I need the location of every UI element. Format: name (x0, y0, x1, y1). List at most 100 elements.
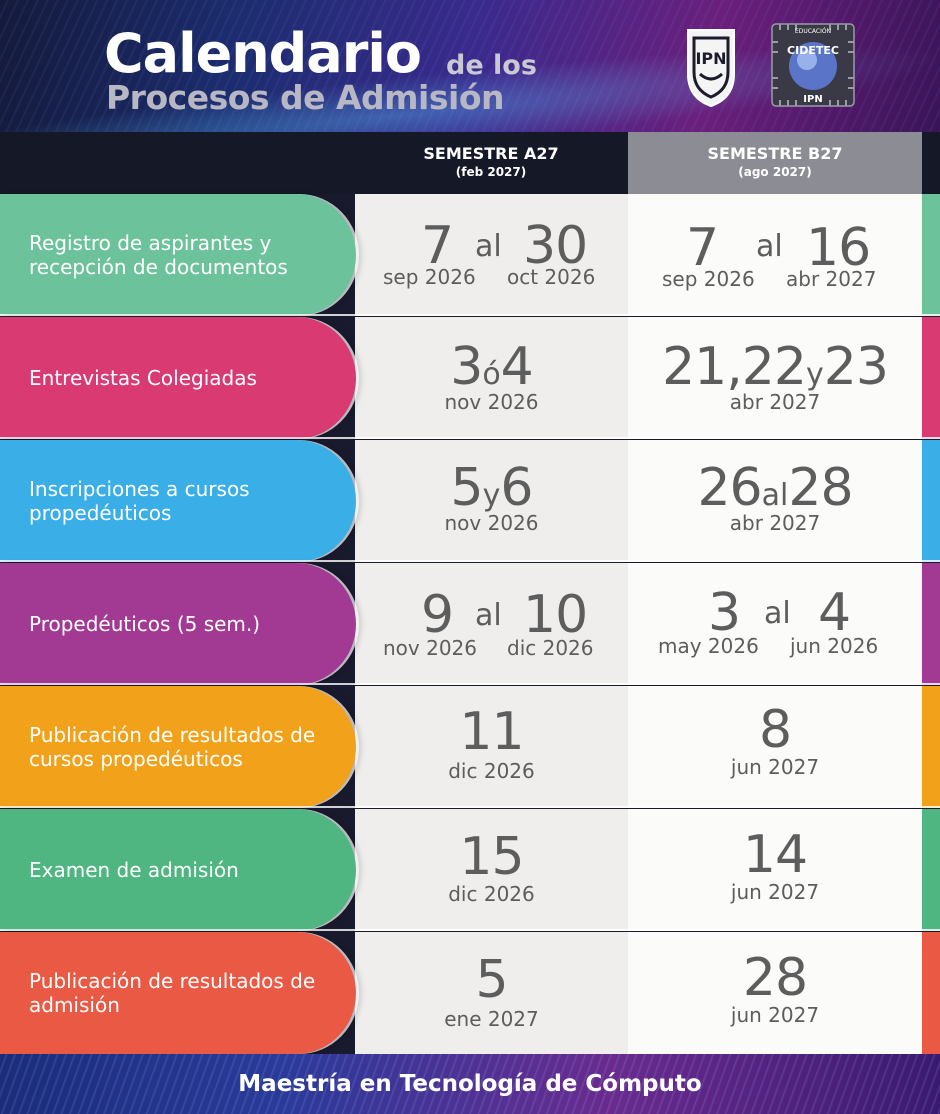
cell-a27: 3ó4 nov 2026 (355, 317, 628, 439)
date-day: 5 (475, 950, 508, 1010)
cell-b27: 14 jun 2027 (628, 809, 922, 931)
table-row: 3ó4 nov 2026 21,22y23 abr 2027 Entrevist… (0, 317, 940, 439)
month-start: sep 2026 (662, 267, 755, 291)
row-label: Publicación de resultados de cursos prop… (0, 686, 356, 808)
semester-a27-label: SEMESTRE A27 (423, 144, 559, 163)
row-edge (922, 932, 940, 1054)
date-group: 21,22y23 (628, 341, 922, 393)
date-start: 3 (708, 583, 741, 643)
row-edge (922, 440, 940, 562)
date-day: 15 (459, 827, 524, 887)
month-label: nov 2026 (444, 390, 539, 414)
row-label: Examen de admisión (0, 809, 356, 931)
row-divider (0, 806, 940, 808)
header-banner: Calendario de los Procesos de Admisión I… (0, 0, 940, 132)
svg-text:CIDETEC: CIDETEC (787, 44, 839, 57)
table-row: 11 dic 2026 8 jun 2027 Publicación de re… (0, 686, 940, 808)
month-label: dic 2026 (448, 759, 535, 783)
date-end: 30 (523, 216, 588, 276)
date-day: 11 (459, 702, 524, 762)
row-label: Publicación de resultados de admisión (0, 932, 356, 1054)
row-label: Registro de aspirantes y recepción de do… (0, 194, 356, 316)
cell-a27: 11 dic 2026 (355, 686, 628, 808)
month-label: abr 2027 (729, 511, 821, 535)
month-start: may 2026 (658, 634, 759, 658)
date-start: 3 (450, 337, 483, 397)
month-label: nov 2026 (444, 511, 539, 535)
row-divider (0, 314, 940, 316)
row-edge (922, 563, 940, 685)
date-day: 14 (742, 825, 808, 885)
cell-b27: 26al28 abr 2027 (628, 440, 922, 562)
cell-a27: 5y6 nov 2026 (355, 440, 628, 562)
month-label: abr 2027 (729, 390, 821, 414)
cell-a27: 15 dic 2026 (355, 809, 628, 931)
date-connector: y (805, 357, 824, 392)
month-end: jun 2026 (790, 634, 879, 658)
month-label: jun 2027 (730, 880, 820, 904)
cell-b27: 28 jun 2027 (628, 932, 922, 1054)
table-row: 5 ene 2027 28 jun 2027 Publicación de re… (0, 932, 940, 1054)
row-label: Inscripciones a cursos propedéuticos (0, 440, 356, 562)
month-label: dic 2026 (448, 882, 535, 906)
table-row: 7 al 30 sep 2026 oct 2026 7 al 16 sep 20… (0, 194, 940, 316)
date-start: 7 (686, 218, 719, 278)
footer-program-name: Maestría en Tecnología de Cómputo (238, 1071, 702, 1097)
semester-b27-label: SEMESTRE B27 (707, 144, 843, 163)
date-day: 28 (742, 948, 808, 1008)
row-edge (922, 686, 940, 808)
row-label: Entrevistas Colegiadas (0, 317, 356, 439)
date-start: 26 (697, 458, 762, 518)
date-start: 21,22 (662, 337, 807, 397)
table-row: 9 al 10 nov 2026 dic 2026 3 al 4 may 202… (0, 563, 940, 685)
schedule-table: 7 al 30 sep 2026 oct 2026 7 al 16 sep 20… (0, 194, 940, 1054)
svg-text:IPN: IPN (695, 49, 726, 68)
date-end: 28 (788, 458, 853, 518)
date-group: 3ó4 (355, 341, 628, 393)
title-calendario: Calendario (104, 22, 422, 85)
column-header-a27: SEMESTRE A27 (feb 2027) (355, 132, 627, 194)
date-start: 7 (421, 216, 454, 276)
svg-text:EDUCACIÓN: EDUCACIÓN (795, 28, 831, 35)
date-start: 5 (450, 458, 484, 518)
date-connector: al (475, 229, 502, 264)
row-label: Propedéuticos (5 sem.) (0, 563, 356, 685)
month-start: nov 2026 (383, 636, 478, 660)
row-divider (0, 683, 940, 685)
cidetec-logo: EDUCACIÓN CIDETEC IPN (771, 23, 855, 107)
row-edge (922, 317, 940, 439)
row-edge (922, 194, 940, 316)
table-row: 15 dic 2026 14 jun 2027 Examen de admisi… (0, 809, 940, 931)
date-connector: al (475, 598, 502, 633)
month-label: jun 2027 (730, 755, 820, 779)
row-edge (922, 809, 940, 931)
svg-text:IPN: IPN (803, 94, 822, 105)
date-day: 8 (758, 700, 792, 760)
cell-b27: 3 al 4 may 2026 jun 2026 (628, 563, 922, 685)
date-connector: y (482, 478, 501, 513)
row-divider (0, 437, 940, 439)
date-connector: al (761, 478, 789, 513)
date-group: 26al28 (628, 462, 922, 514)
table-row: 5y6 nov 2026 26al28 abr 2027 Inscripcion… (0, 440, 940, 562)
semester-a27-period: (feb 2027) (455, 165, 527, 179)
date-connector: al (756, 229, 783, 264)
date-end: 6 (500, 458, 533, 518)
cell-a27: 5 ene 2027 (355, 932, 628, 1054)
date-group: 5y6 (355, 462, 628, 514)
date-end: 23 (823, 337, 889, 397)
date-end: 4 (500, 337, 534, 397)
date-connector: ó (482, 357, 501, 392)
date-end: 16 (806, 218, 871, 278)
title-procesos: Procesos de Admisión (106, 78, 505, 117)
date-end: 10 (523, 585, 588, 645)
ipn-logo: IPN (687, 29, 735, 108)
month-end: dic 2026 (507, 636, 594, 660)
month-start: sep 2026 (383, 265, 476, 289)
month-end: oct 2026 (507, 265, 596, 289)
cell-a27: 7 al 30 sep 2026 oct 2026 (355, 194, 628, 316)
month-label: ene 2027 (444, 1007, 539, 1031)
row-divider (0, 929, 940, 931)
column-headers: SEMESTRE A27 (feb 2027) SEMESTRE B27 (ag… (0, 132, 940, 194)
title-de-los: de los (446, 50, 537, 81)
